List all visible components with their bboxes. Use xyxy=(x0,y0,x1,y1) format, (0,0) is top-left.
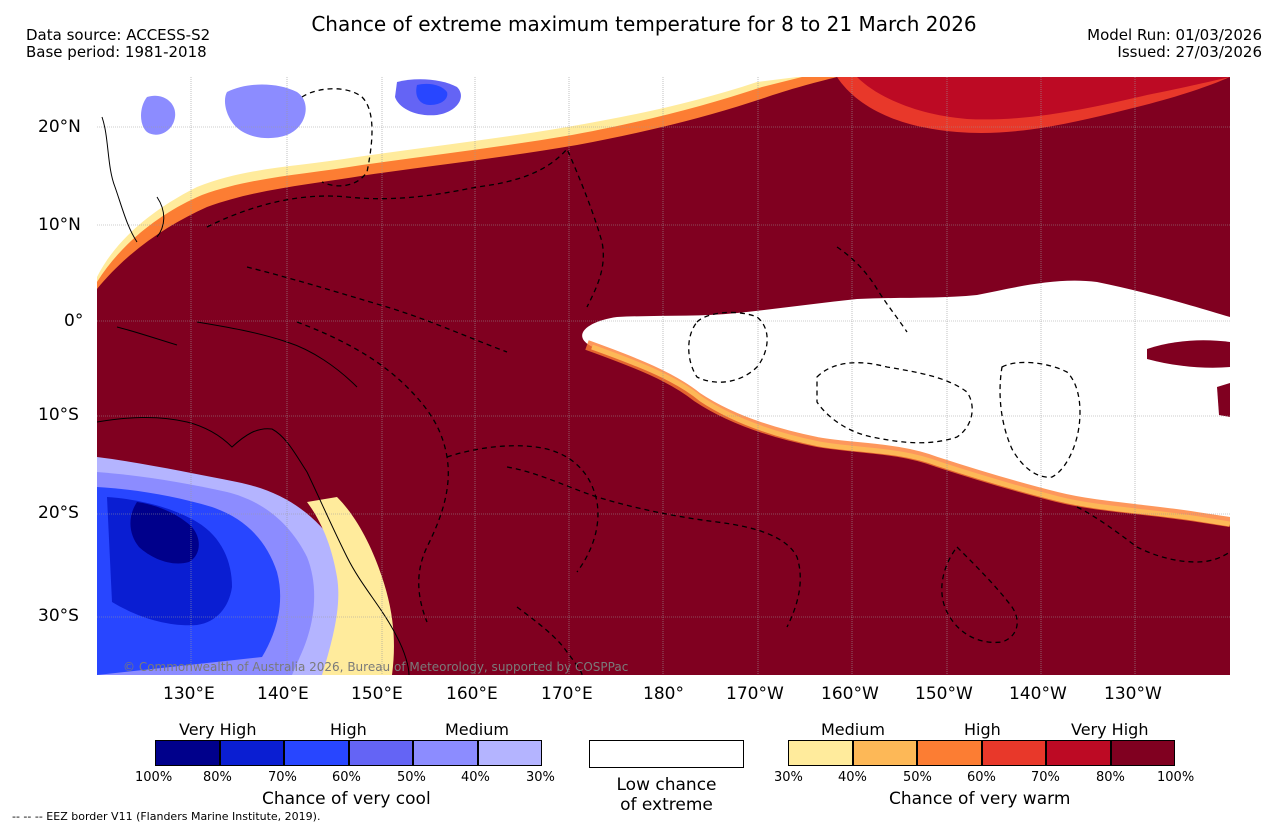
cool-swatch xyxy=(219,740,284,766)
lat-label-10s: 10°S xyxy=(38,405,79,425)
nw-cool-blob-3 xyxy=(416,83,448,105)
ne-warm-patch-dark xyxy=(857,77,1230,120)
low-chance-swatch xyxy=(589,740,744,768)
warm-swatch xyxy=(1046,740,1111,766)
lat-label-20s: 20°S xyxy=(38,503,79,523)
lat-label-20n: 20°N xyxy=(38,117,81,137)
base-period: Base period: 1981-2018 xyxy=(26,43,207,61)
data-source: Data source: ACCESS-S2 xyxy=(26,26,211,44)
warm-tick: 80% xyxy=(1096,770,1125,785)
east-warm-spot xyxy=(1217,383,1230,417)
cool-category-medium: Medium xyxy=(445,720,509,739)
low-chance-line1: Low chance xyxy=(616,775,717,795)
lon-label-130w: 130°W xyxy=(1104,684,1162,704)
cool-legend-title: Chance of very cool xyxy=(262,789,431,809)
lat-label-0: 0° xyxy=(64,311,84,331)
lon-label-170e: 170°E xyxy=(541,684,593,704)
warm-legend-title: Chance of very warm xyxy=(889,789,1071,809)
cool-swatch xyxy=(155,740,220,766)
australia-coastline xyxy=(97,417,410,675)
warm-tick: 70% xyxy=(1031,770,1060,785)
lat-label-30s: 30°S xyxy=(38,606,79,626)
australia-cool-core xyxy=(130,502,199,564)
cool-tick: 30% xyxy=(526,770,555,785)
map-title: Chance of extreme maximum temperature fo… xyxy=(311,12,977,36)
gridlines xyxy=(97,77,1230,675)
warm-tick: 40% xyxy=(838,770,867,785)
model-run: Model Run: 01/03/2026 xyxy=(1087,26,1262,44)
lon-label-170w: 170°W xyxy=(726,684,784,704)
cold-tongue-rim-yellow xyxy=(591,344,1230,527)
low-chance-line2: of extreme xyxy=(620,795,713,815)
nw-cool-blob-4 xyxy=(141,95,176,135)
warm-swatch xyxy=(1110,740,1175,766)
map-svg: © Commonwealth of Australia 2026, Bureau… xyxy=(97,77,1230,675)
lon-label-180: 180° xyxy=(643,684,684,704)
lon-label-130e: 130°E xyxy=(163,684,215,704)
cool-tick: 50% xyxy=(397,770,426,785)
cool-category-high: High xyxy=(330,720,367,739)
forecast-map[interactable]: © Commonwealth of Australia 2026, Bureau… xyxy=(97,77,1230,675)
lat-label-10n: 10°N xyxy=(38,215,81,235)
cool-tick: 40% xyxy=(461,770,490,785)
warm-swatch xyxy=(917,740,982,766)
lon-label-150e: 150°E xyxy=(351,684,403,704)
issued-date: Issued: 27/03/2026 xyxy=(1117,43,1262,61)
australia-east-warm xyxy=(307,497,394,675)
cool-swatch xyxy=(348,740,413,766)
warm-swatch xyxy=(852,740,917,766)
cool-swatch xyxy=(413,740,478,766)
cool-tick: 100% xyxy=(135,770,173,785)
warm-category-medium: Medium xyxy=(821,720,885,739)
coastline xyxy=(101,116,358,388)
warm-swatch xyxy=(981,740,1046,766)
cool-swatch xyxy=(477,740,542,766)
lon-label-150w: 150°W xyxy=(915,684,973,704)
east-warm-streak xyxy=(1147,340,1230,368)
lon-label-140e: 140°E xyxy=(257,684,309,704)
warm-tick: 30% xyxy=(774,770,803,785)
lon-label-160e: 160°E xyxy=(446,684,498,704)
eez-border-note: -- -- -- EEZ border V11 (Flanders Marine… xyxy=(12,810,321,823)
copyright-notice: © Commonwealth of Australia 2026, Bureau… xyxy=(123,660,628,674)
warm-category-very-high: Very High xyxy=(1071,720,1149,739)
cool-swatch xyxy=(284,740,349,766)
lon-label-140w: 140°W xyxy=(1009,684,1067,704)
nw-cool-blob xyxy=(224,84,306,139)
warm-tick: 100% xyxy=(1157,770,1195,785)
eez-borders xyxy=(206,88,1230,675)
cool-category-very-high: Very High xyxy=(179,720,257,739)
warm-swatch xyxy=(788,740,853,766)
warm-tick: 60% xyxy=(967,770,996,785)
cool-tick: 70% xyxy=(268,770,297,785)
warm-category-high: High xyxy=(964,720,1001,739)
low-chance-equatorial xyxy=(582,280,1230,522)
lon-label-160w: 160°W xyxy=(821,684,879,704)
cool-tick: 60% xyxy=(332,770,361,785)
cool-tick: 80% xyxy=(203,770,232,785)
warm-tick: 50% xyxy=(903,770,932,785)
